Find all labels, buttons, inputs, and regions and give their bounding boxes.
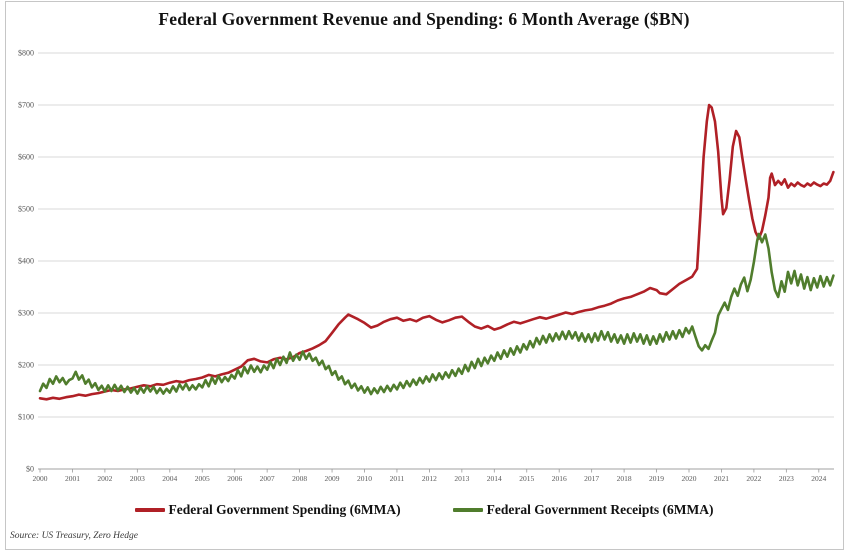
y-tick-label-800: $800: [18, 49, 34, 58]
x-tick-label-2001: 2001: [65, 474, 80, 483]
x-tick-label-2012: 2012: [422, 474, 437, 483]
x-tick-label-2002: 2002: [97, 474, 112, 483]
x-axis-labels: 2000 2001 2002 2003 2004 2005 2006 2007 2008 2009…: [33, 474, 827, 483]
x-tick-label-2018: 2018: [617, 474, 632, 483]
chart-title: Federal Government Revenue and Spending:…: [158, 9, 690, 29]
x-tick-label-2011: 2011: [390, 474, 405, 483]
x-tick-label-2020: 2020: [682, 474, 697, 483]
x-tick-label-2008: 2008: [292, 474, 307, 483]
x-tick-label-2024: 2024: [811, 474, 826, 483]
source-note: Source: US Treasury, Zero Hedge: [10, 531, 138, 541]
x-tick-label-2003: 2003: [130, 474, 145, 483]
y-tick-label-400: $400: [18, 257, 34, 266]
x-tick-label-2013: 2013: [454, 474, 469, 483]
legend-label-spending: Federal Government Spending (6MMA): [168, 502, 401, 517]
y-tick-label-100: $100: [18, 413, 34, 422]
spending-line-swatch: [134, 508, 165, 512]
receipts-line: [38, 232, 835, 396]
x-tick-label-2007: 2007: [260, 474, 275, 483]
x-tick-label-2023: 2023: [779, 474, 794, 483]
y-axis-labels: $800 $700 $600 $500 $400 $300 $200 $100 $0: [18, 49, 34, 474]
legend-item-spending: Federal Government Spending (6MMA): [134, 502, 401, 518]
receipts-line-swatch: [452, 508, 483, 512]
x-tick-label-2006: 2006: [227, 474, 242, 483]
chart-frame-border: [5, 1, 844, 550]
x-tick-label-2014: 2014: [487, 474, 502, 483]
x-tick-label-2016: 2016: [552, 474, 567, 483]
y-tick-label-0: $0: [26, 465, 34, 474]
y-tick-label-700: $700: [18, 101, 34, 110]
x-tick-label-2000: 2000: [33, 474, 48, 483]
legend-item-receipts: Federal Government Receipts (6MMA): [452, 502, 714, 518]
x-axis-ticks: [39, 469, 820, 473]
y-tick-label-200: $200: [18, 361, 34, 370]
x-tick-label-2019: 2019: [649, 474, 664, 483]
legend-label-receipts: Federal Government Receipts (6MMA): [486, 502, 714, 517]
y-tick-label-300: $300: [18, 309, 34, 318]
x-tick-label-2022: 2022: [746, 474, 761, 483]
y-tick-label-500: $500: [18, 205, 34, 214]
x-tick-label-2015: 2015: [519, 474, 534, 483]
x-tick-label-2005: 2005: [195, 474, 210, 483]
chart-legend: Federal Government Spending (6MMA) Feder…: [0, 502, 848, 518]
y-tick-label-600: $600: [18, 153, 34, 162]
x-tick-label-2009: 2009: [325, 474, 340, 483]
spending-line: [38, 103, 835, 401]
x-tick-label-2004: 2004: [162, 474, 177, 483]
x-tick-label-2021: 2021: [714, 474, 729, 483]
x-tick-label-2017: 2017: [584, 474, 599, 483]
x-tick-label-2010: 2010: [357, 474, 372, 483]
